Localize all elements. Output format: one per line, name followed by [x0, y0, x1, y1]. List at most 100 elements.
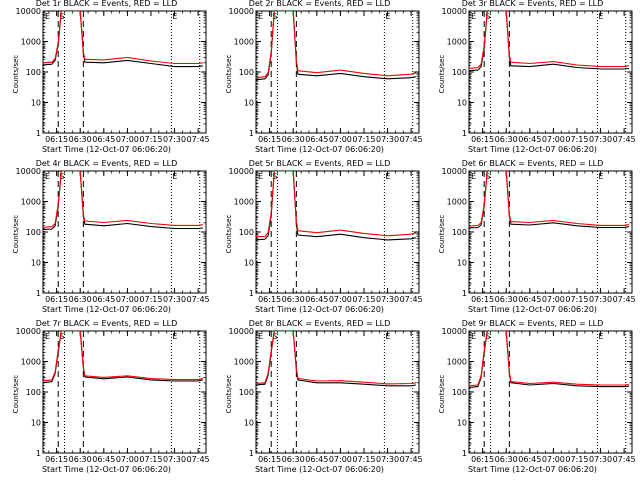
event-marker-label: E	[385, 172, 390, 181]
series-line-events	[469, 171, 630, 229]
plot-canvas: 1 10 100 1000 10000 06:15 06:30 06:45 07:00 07:15…	[442, 7, 636, 144]
y-tick-label: 100	[26, 388, 41, 397]
panel-title: Det 1r BLACK = Events, RED = LLD	[35, 0, 178, 8]
plot-canvas: 1 10 100 1000 10000 06:15 06:30 06:45 07:00 07:15…	[442, 167, 636, 304]
x-tick-label: 06:30	[282, 135, 305, 144]
x-tick-label: 07:00	[329, 295, 352, 304]
series-line-events	[43, 331, 204, 384]
y-tick-label: 1	[36, 449, 41, 458]
y-tick-label: 1000	[21, 38, 41, 47]
plot-canvas: 1 10 100 1000 10000 06:15 06:30 06:45 07:00 07:15…	[229, 7, 423, 144]
x-tick-label: 07:15	[565, 295, 588, 304]
x-tick-label: 07:15	[352, 295, 375, 304]
plot-canvas: 1 10 100 1000 10000 06:15 06:30 06:45 07:00 07:15…	[16, 327, 210, 464]
series-line-lld	[469, 171, 629, 227]
x-tick-label: 07:15	[352, 455, 375, 464]
series-line-lld	[43, 171, 203, 229]
y-axis-label: Counts/sec	[12, 374, 20, 414]
x-tick-label: 06:45	[518, 455, 541, 464]
event-marker-label: E	[258, 172, 263, 181]
plot-canvas: 1 10 100 1000 10000 06:15 06:30 06:45 07:00 07:15…	[16, 7, 210, 144]
panel-title: Det 6r BLACK = Events, RED = LLD	[461, 159, 604, 168]
y-tick-label: 1	[249, 129, 254, 138]
event-marker-label: E	[172, 332, 177, 341]
x-tick-label: 06:15	[258, 295, 281, 304]
y-axis-label: Counts/sec	[438, 374, 446, 414]
plot-canvas: 1 10 100 1000 10000 06:15 06:30 06:45 07:00 07:15…	[442, 327, 636, 464]
x-tick-label: 07:00	[116, 295, 139, 304]
x-tick-label: 06:30	[282, 295, 305, 304]
panel-title: Det 5r BLACK = Events, RED = LLD	[248, 159, 391, 168]
x-tick-label: 07:00	[329, 455, 352, 464]
x-axis-label: Start Time (12-Oct-07 06:06:20)	[467, 465, 598, 474]
series-line-lld	[469, 331, 629, 387]
x-tick-label: 06:30	[69, 135, 92, 144]
x-tick-label: 06:45	[518, 135, 541, 144]
series-line-lld	[256, 331, 416, 385]
x-axis-label: Start Time (12-Oct-07 06:06:20)	[41, 145, 172, 154]
event-marker-label: E	[385, 12, 390, 21]
event-marker-label: E	[598, 172, 603, 181]
y-tick-label: 10	[244, 419, 254, 428]
x-tick-label: 06:15	[471, 455, 494, 464]
x-tick-label: 07:30	[376, 135, 399, 144]
x-tick-label: 06:15	[258, 135, 281, 144]
detector-panel: 1 10 100 1000 10000 06:15 06:30 06:45 07:00 07:15…	[213, 319, 426, 480]
y-tick-label: 10000	[229, 327, 254, 336]
y-tick-label: 10	[457, 419, 467, 428]
series-line-lld	[469, 11, 629, 69]
x-tick-label: 07:30	[163, 295, 186, 304]
x-tick-label: 07:30	[589, 455, 612, 464]
x-tick-label: 07:30	[589, 135, 612, 144]
y-tick-label: 1000	[234, 358, 254, 367]
x-axis-label: Start Time (12-Oct-07 06:06:20)	[41, 305, 172, 314]
y-tick-label: 1	[462, 129, 467, 138]
plot-canvas: 1 10 100 1000 10000 06:15 06:30 06:45 07:00 07:15…	[16, 167, 210, 304]
event-marker-label: E	[598, 332, 603, 341]
y-tick-label: 100	[452, 388, 467, 397]
x-tick-label: 07:15	[139, 455, 162, 464]
y-tick-label: 10	[31, 259, 41, 268]
series-group	[43, 11, 203, 68]
y-tick-label: 100	[452, 228, 467, 237]
x-tick-label: 06:30	[495, 455, 518, 464]
x-axis-label: Start Time (12-Oct-07 06:06:20)	[41, 465, 172, 474]
x-axis-label: Start Time (12-Oct-07 06:06:20)	[254, 465, 385, 474]
y-tick-label: 1	[462, 449, 467, 458]
y-tick-label: 10	[244, 99, 254, 108]
x-tick-label: 06:30	[69, 295, 92, 304]
plot-frame	[255, 10, 420, 134]
series-line-events	[256, 11, 417, 81]
x-tick-label: 07:45	[400, 295, 423, 304]
y-tick-label: 10000	[229, 7, 254, 16]
x-tick-label: 07:15	[139, 135, 162, 144]
y-axis-label: Counts/sec	[225, 54, 233, 94]
x-tick-label: 07:45	[613, 295, 636, 304]
series-line-lld	[256, 171, 417, 238]
event-marker-label: E	[172, 12, 177, 21]
x-tick-label: 06:45	[92, 135, 115, 144]
y-tick-label: 10000	[16, 167, 41, 176]
x-tick-label: 07:00	[542, 295, 565, 304]
series-group	[43, 331, 204, 384]
plot-frame	[42, 170, 207, 294]
x-tick-label: 06:15	[45, 455, 68, 464]
plot-canvas: 1 10 100 1000 10000 06:15 06:30 06:45 07:00 07:15…	[229, 167, 423, 304]
y-tick-label: 1	[462, 289, 467, 298]
panel-title: Det 9r BLACK = Events, RED = LLD	[461, 319, 604, 328]
event-marker-label: S	[59, 12, 64, 21]
y-tick-label: 1000	[447, 38, 467, 47]
x-tick-label: 06:45	[305, 135, 328, 144]
plot-frame	[468, 10, 633, 134]
x-tick-label: 06:15	[471, 135, 494, 144]
y-tick-label: 1000	[234, 38, 254, 47]
series-line-events	[256, 331, 416, 387]
event-marker-label: S	[272, 12, 277, 21]
x-tick-label: 07:30	[163, 135, 186, 144]
series-line-lld	[43, 11, 203, 65]
y-axis-label: Counts/sec	[12, 54, 20, 94]
x-tick-label: 07:00	[542, 455, 565, 464]
x-tick-label: 06:45	[92, 455, 115, 464]
y-axis-label: Counts/sec	[12, 214, 20, 254]
event-marker-label: E	[471, 12, 476, 21]
